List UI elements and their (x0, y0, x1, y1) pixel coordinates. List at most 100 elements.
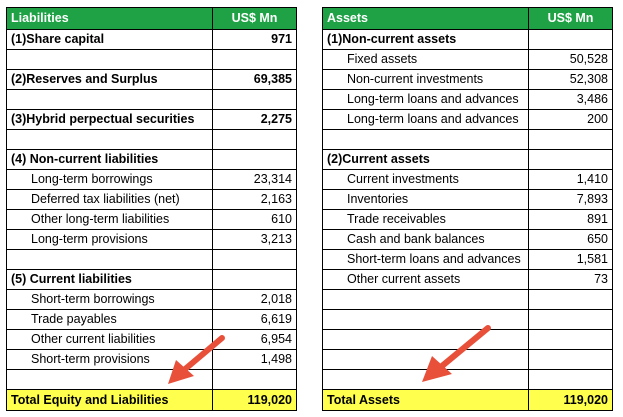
row-amount: 200 (528, 109, 613, 130)
liabilities-header-amount: US$ Mn (212, 7, 297, 30)
table-row (322, 129, 613, 150)
liabilities-header-row: Liabilities US$ Mn (6, 7, 297, 30)
row-amount (528, 289, 613, 310)
assets-header-label: Assets (322, 7, 529, 30)
table-row (6, 129, 297, 150)
row-label: Short-term borrowings (6, 289, 213, 310)
row-amount: 2,163 (212, 189, 297, 210)
row-label (6, 249, 213, 270)
row-amount (528, 369, 613, 390)
row-label (322, 289, 529, 310)
row-amount (212, 149, 297, 170)
table-row: Inventories 7,893 (322, 189, 613, 210)
table-row: Long-term loans and advances 3,486 (322, 89, 613, 110)
table-row (322, 349, 613, 370)
table-row: (1)Share capital 971 (6, 29, 297, 50)
table-row: (3)Hybrid perpectual securities 2,275 (6, 109, 297, 130)
row-label: Short-term loans and advances (322, 249, 529, 270)
row-label: Long-term borrowings (6, 169, 213, 190)
row-label: Short-term provisions (6, 349, 213, 370)
row-amount (528, 349, 613, 370)
row-amount: 69,385 (212, 69, 297, 90)
table-row (6, 369, 297, 390)
table-row: Short-term provisions 1,498 (6, 349, 297, 370)
row-amount (528, 309, 613, 330)
row-label: (4) Non-current liabilities (6, 149, 213, 170)
table-row: Deferred tax liabilities (net) 2,163 (6, 189, 297, 210)
table-row: (4) Non-current liabilities (6, 149, 297, 170)
row-amount: 1,410 (528, 169, 613, 190)
row-amount (528, 129, 613, 150)
row-amount (528, 149, 613, 170)
row-label: Trade payables (6, 309, 213, 330)
total-amount: 119,020 (528, 389, 613, 411)
row-label: Other current liabilities (6, 329, 213, 350)
row-label (322, 349, 529, 370)
row-amount: 7,893 (528, 189, 613, 210)
table-row: (1)Non-current assets (322, 29, 613, 50)
table-row (6, 89, 297, 110)
row-amount: 610 (212, 209, 297, 230)
total-label: Total Equity and Liabilities (6, 389, 213, 411)
row-amount: 3,486 (528, 89, 613, 110)
row-label (322, 129, 529, 150)
table-row: Other long-term liabilities 610 (6, 209, 297, 230)
table-row: Non-current investments 52,308 (322, 69, 613, 90)
liabilities-body: (1)Share capital 971 (2)Reserves and Surpl… (6, 29, 297, 411)
row-amount: 971 (212, 29, 297, 50)
table-row: (2)Current assets (322, 149, 613, 170)
table-row (322, 329, 613, 350)
liabilities-table: Liabilities US$ Mn (1)Share capital 971 (2… (6, 7, 297, 411)
total-row: Total Equity and Liabilities 119,020 (6, 389, 297, 411)
row-label: Fixed assets (322, 49, 529, 70)
table-row: Trade payables 6,619 (6, 309, 297, 330)
row-label: Long-term loans and advances (322, 89, 529, 110)
row-label: Other long-term liabilities (6, 209, 213, 230)
row-amount: 52,308 (528, 69, 613, 90)
table-row: Fixed assets 50,528 (322, 49, 613, 70)
row-label: (2)Current assets (322, 149, 529, 170)
assets-table: Assets US$ Mn (1)Non-current assets Fixed… (322, 7, 613, 411)
total-label: Total Assets (322, 389, 529, 411)
row-label: Trade receivables (322, 209, 529, 230)
table-row: Other current liabilities 6,954 (6, 329, 297, 350)
row-label (322, 329, 529, 350)
row-amount (212, 269, 297, 290)
row-label (322, 309, 529, 330)
table-row: Short-term borrowings 2,018 (6, 289, 297, 310)
table-row (6, 249, 297, 270)
row-label: Non-current investments (322, 69, 529, 90)
row-label (6, 129, 213, 150)
row-amount (528, 329, 613, 350)
table-row: Current investments 1,410 (322, 169, 613, 190)
table-row (322, 289, 613, 310)
row-label: Other current assets (322, 269, 529, 290)
row-label (6, 89, 213, 110)
row-amount (212, 129, 297, 150)
row-label: Long-term loans and advances (322, 109, 529, 130)
row-label: (3)Hybrid perpectual securities (6, 109, 213, 130)
row-label: Current investments (322, 169, 529, 190)
row-amount: 1,498 (212, 349, 297, 370)
row-amount: 650 (528, 229, 613, 250)
table-row (322, 309, 613, 330)
table-row: Long-term provisions 3,213 (6, 229, 297, 250)
table-row: Long-term loans and advances 200 (322, 109, 613, 130)
assets-body: (1)Non-current assets Fixed assets 50,528 N… (322, 29, 613, 411)
table-row (6, 49, 297, 70)
row-amount: 891 (528, 209, 613, 230)
table-row: (2)Reserves and Surplus 69,385 (6, 69, 297, 90)
row-label: Cash and bank balances (322, 229, 529, 250)
liabilities-header-label: Liabilities (6, 7, 213, 30)
row-amount: 23,314 (212, 169, 297, 190)
assets-header-amount: US$ Mn (528, 7, 613, 30)
total-row: Total Assets 119,020 (322, 389, 613, 411)
assets-header-row: Assets US$ Mn (322, 7, 613, 30)
total-amount: 119,020 (212, 389, 297, 411)
row-amount: 3,213 (212, 229, 297, 250)
row-amount (528, 29, 613, 50)
row-amount: 73 (528, 269, 613, 290)
row-amount (212, 369, 297, 390)
row-label: (1)Non-current assets (322, 29, 529, 50)
row-label (6, 369, 213, 390)
